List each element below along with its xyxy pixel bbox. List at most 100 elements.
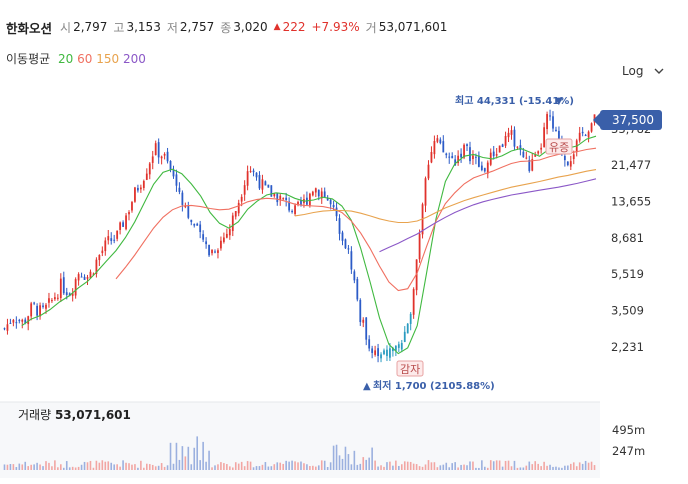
volume-bar xyxy=(484,466,486,470)
volume-bar xyxy=(507,460,510,470)
candle-body xyxy=(172,169,175,177)
volume-bar xyxy=(166,465,169,470)
candle-body xyxy=(374,350,377,355)
candle-body xyxy=(65,292,68,295)
volume-bar xyxy=(362,457,365,470)
volume-bar xyxy=(395,460,397,470)
candle-body xyxy=(6,324,9,331)
candle xyxy=(175,169,178,192)
volume-bar xyxy=(83,461,86,470)
candle-body xyxy=(320,191,323,199)
candle xyxy=(196,222,199,226)
candle-body xyxy=(406,323,409,334)
volume-bar xyxy=(223,463,225,470)
candle-body xyxy=(555,129,557,132)
candle-body xyxy=(439,139,442,144)
candle xyxy=(400,339,403,353)
candle xyxy=(519,139,522,156)
candle-body xyxy=(297,201,299,205)
candle xyxy=(6,318,9,335)
volume-bar xyxy=(122,460,124,470)
candle xyxy=(368,335,371,352)
candle xyxy=(199,220,202,239)
candle-body xyxy=(128,212,130,215)
candle xyxy=(575,138,578,157)
log-scale-toggle[interactable]: Log xyxy=(622,64,665,78)
volume-bar xyxy=(202,441,204,470)
volume-bar xyxy=(21,464,24,470)
candle-body xyxy=(498,145,501,153)
candle xyxy=(101,246,104,257)
candle-body xyxy=(273,193,276,197)
candle-body xyxy=(220,240,222,249)
candle-body xyxy=(397,344,400,348)
volume-bar xyxy=(300,461,302,470)
volume-bar xyxy=(77,466,80,470)
volume-bar xyxy=(581,463,584,470)
event-rights-offering[interactable] xyxy=(545,138,573,155)
candle-body xyxy=(534,154,537,157)
volume-bar xyxy=(418,466,421,470)
candle-body xyxy=(412,289,415,315)
candle-body xyxy=(581,131,584,134)
candle xyxy=(208,244,210,257)
open-label: 시 xyxy=(60,20,72,35)
candle-body xyxy=(160,156,163,159)
candle xyxy=(202,230,205,243)
candle-body xyxy=(276,193,279,203)
event-reverse-split[interactable] xyxy=(396,360,424,377)
volume-bar xyxy=(231,467,234,470)
candle-body xyxy=(107,236,110,241)
candle-body xyxy=(15,322,18,324)
volume-bar xyxy=(466,465,468,470)
candle xyxy=(448,152,451,164)
candle xyxy=(469,141,471,165)
volume-bar xyxy=(312,465,314,470)
volume-bar xyxy=(261,464,264,470)
candle xyxy=(107,230,110,245)
volume-bar xyxy=(51,466,53,470)
volume-bar xyxy=(552,466,554,470)
candle-body xyxy=(119,222,122,230)
volume-bar xyxy=(54,460,56,470)
candle-body xyxy=(338,218,341,234)
candle xyxy=(501,143,504,148)
candle xyxy=(356,276,359,302)
low-value: 2,757 xyxy=(179,20,215,34)
volume-bar xyxy=(504,460,507,470)
candle-body xyxy=(344,239,347,249)
candle-body xyxy=(95,259,98,274)
ma-20-line xyxy=(21,135,597,355)
volume-bar xyxy=(243,466,246,470)
candle xyxy=(163,152,166,160)
candle xyxy=(27,315,30,331)
ma-200-label: 200 xyxy=(122,52,146,66)
candle-body xyxy=(513,129,516,147)
candle-body xyxy=(394,345,397,351)
candle-body xyxy=(12,319,15,323)
candle xyxy=(528,155,531,173)
candle-body xyxy=(92,273,95,275)
candle-body xyxy=(3,328,6,330)
candle-body xyxy=(300,200,302,205)
high-value: 3,153 xyxy=(126,20,161,34)
candle-body xyxy=(258,175,261,189)
volume-bar xyxy=(65,461,68,470)
candle xyxy=(294,203,296,217)
candle xyxy=(531,153,534,172)
volume-bar xyxy=(578,462,581,470)
candle xyxy=(439,137,442,145)
volume-bar xyxy=(303,463,305,470)
moving-average-legend[interactable]: 이동평균 20 60 150 200 xyxy=(6,50,146,67)
candle xyxy=(128,210,130,221)
volume-bar xyxy=(154,466,157,470)
candle xyxy=(504,131,507,149)
volume-bar xyxy=(199,460,201,470)
candle-body xyxy=(240,196,243,202)
candle-body xyxy=(507,132,510,138)
volume-bar xyxy=(169,442,172,470)
volume-bar xyxy=(104,461,107,470)
candle-body xyxy=(590,123,593,132)
candle-body xyxy=(74,279,77,296)
